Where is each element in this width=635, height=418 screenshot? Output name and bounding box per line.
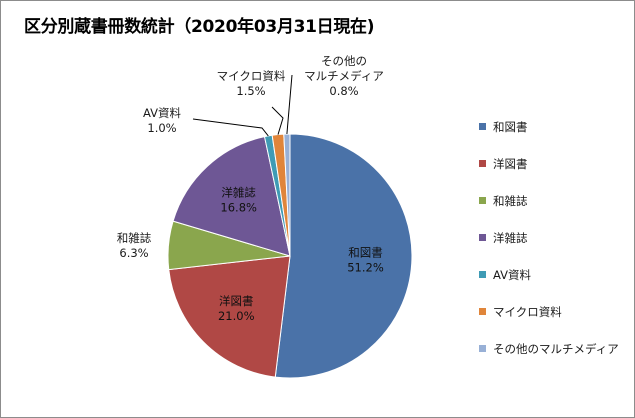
- legend-entry: 洋雑誌: [493, 231, 528, 245]
- leader-line: [271, 106, 284, 135]
- svg-text:16.8%: 16.8%: [220, 200, 257, 214]
- legend-entry: 和雑誌: [493, 194, 528, 208]
- legend-entry: AV資料: [493, 268, 531, 282]
- pie-slice: [283, 133, 291, 257]
- svg-text:和図書: 和図書: [348, 246, 383, 260]
- legend-swatch: [479, 123, 486, 130]
- legend-swatch: [479, 160, 486, 167]
- svg-text:洋図書: 洋図書: [219, 294, 254, 308]
- svg-text:AV資料: AV資料: [143, 106, 181, 120]
- pie-slice: [172, 136, 291, 257]
- leader-line: [286, 74, 293, 135]
- legend-entry: 洋図書: [493, 157, 528, 171]
- pie-slice: [274, 133, 413, 379]
- svg-text:洋雑誌: 洋雑誌: [221, 185, 256, 199]
- legend-entry: 和図書: [493, 120, 528, 134]
- svg-text:6.3%: 6.3%: [119, 246, 148, 260]
- legend-swatch: [479, 234, 486, 241]
- legend-entry: その他のマルチメディア: [493, 342, 619, 356]
- leader-line: [192, 118, 269, 137]
- svg-text:マルチメディア: マルチメディア: [304, 69, 384, 83]
- svg-text:51.2%: 51.2%: [347, 261, 384, 275]
- svg-text:1.5%: 1.5%: [236, 84, 265, 98]
- svg-text:1.0%: 1.0%: [147, 121, 176, 135]
- svg-text:0.8%: 0.8%: [329, 84, 358, 98]
- legend-swatch: [479, 197, 486, 204]
- legend-swatch: [479, 345, 486, 352]
- svg-text:その他の: その他の: [321, 54, 367, 68]
- chart-title: 区分別蔵書冊数統計（2020年03月31日現在): [24, 17, 375, 37]
- svg-text:マイクロ資料: マイクロ資料: [217, 69, 286, 83]
- svg-text:21.0%: 21.0%: [218, 309, 255, 323]
- legend-entry: マイクロ資料: [493, 305, 562, 319]
- pie-slice: [168, 255, 291, 378]
- legend-swatch: [479, 271, 486, 278]
- svg-text:和雑誌: 和雑誌: [117, 231, 152, 245]
- legend-swatch: [479, 308, 486, 315]
